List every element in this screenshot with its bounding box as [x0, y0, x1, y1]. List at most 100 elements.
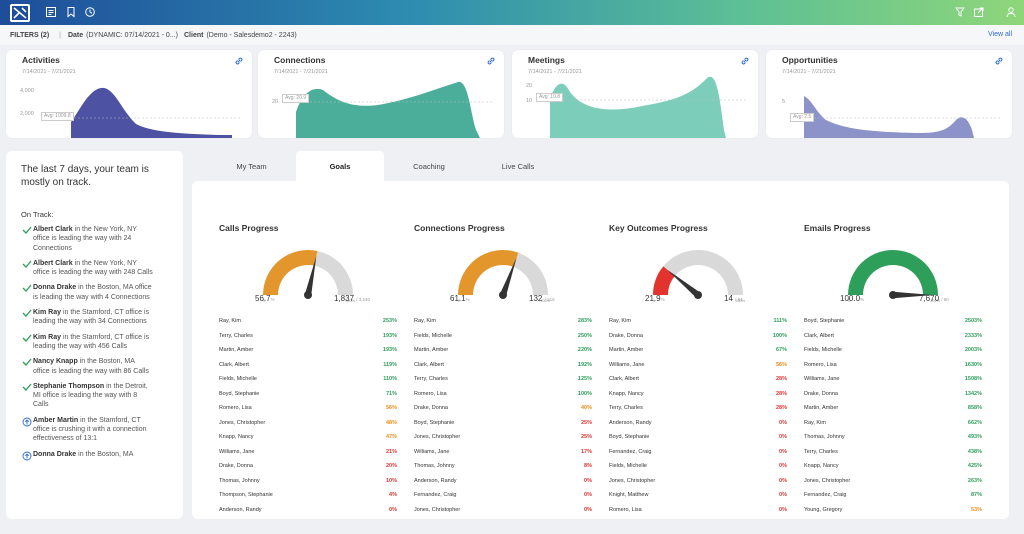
- rep-progress-row[interactable]: Williams, Jane 56%: [609, 358, 787, 373]
- rep-name[interactable]: Kim Ray: [33, 309, 62, 317]
- rep-progress-row[interactable]: Romero, Lisa 1630%: [804, 358, 982, 373]
- rep-percent: 0%: [584, 477, 592, 484]
- rep-progress-row[interactable]: Drake, Donna 40%: [414, 401, 592, 416]
- meetings-card[interactable]: Meetings 7/14/2021 - 7/21/2021 20 10 Avg…: [512, 50, 758, 138]
- rep-percent: 858%: [967, 405, 982, 412]
- filter-settings-icon[interactable]: [955, 6, 967, 18]
- rep-progress-row[interactable]: Anderson, Randy 0%: [414, 474, 592, 489]
- rep-progress-row[interactable]: Boyd, Stephanie 2503%: [804, 314, 982, 329]
- date-filter-value[interactable]: (DYNAMIC: 07/14/2021 - 0...): [86, 31, 178, 39]
- rep-progress-row[interactable]: Martin, Amber 193%: [219, 343, 397, 358]
- rep-progress-row[interactable]: Clark, Albert 192%: [414, 358, 592, 373]
- rep-progress-row[interactable]: Romero, Lisa 56%: [219, 401, 397, 416]
- rep-progress-row[interactable]: Williams, Jane 17%: [414, 445, 592, 460]
- bookmark-icon[interactable]: [65, 6, 77, 18]
- rep-progress-row[interactable]: Clark, Albert 119%: [219, 358, 397, 373]
- rep-progress-row[interactable]: Clark, Albert 28%: [609, 372, 787, 387]
- rep-name[interactable]: Donna Drake: [33, 284, 77, 292]
- rep-progress-row[interactable]: Drake, Donna 100%: [609, 329, 787, 344]
- rep-percent: 111%: [773, 318, 787, 325]
- rep-progress-row[interactable]: Young, Gregory 53%: [804, 503, 982, 518]
- rep-progress-row[interactable]: Fields, Michelle 110%: [219, 372, 397, 387]
- opportunities-card[interactable]: Opportunities 7/14/2021 - 7/21/2021 5 Av…: [766, 50, 1012, 138]
- rep-progress-row[interactable]: Anderson, Randy 0%: [219, 503, 397, 518]
- rep-progress-row[interactable]: Williams, Jane 1508%: [804, 372, 982, 387]
- rep-progress-row[interactable]: Fernandez, Craig 87%: [804, 488, 982, 503]
- rep-name[interactable]: Kim Ray: [33, 333, 62, 341]
- rep-progress-row[interactable]: Knapp, Nancy 425%: [804, 459, 982, 474]
- rep-progress-row[interactable]: Ray, Kim 253%: [219, 314, 397, 329]
- rep-progress-row[interactable]: Jones, Christopher 0%: [609, 474, 787, 489]
- rep-progress-row[interactable]: Knight, Matthew 0%: [609, 488, 787, 503]
- rep-progress-row[interactable]: Fields, Michelle 250%: [414, 329, 592, 344]
- view-all-link[interactable]: View all: [988, 31, 1012, 38]
- rep-progress-row[interactable]: Knapp, Nancy 28%: [609, 387, 787, 402]
- rep-progress-row[interactable]: Thompson, Stephanie 4%: [219, 488, 397, 503]
- rep-progress-row[interactable]: Martin, Amber 220%: [414, 343, 592, 358]
- rep-progress-row[interactable]: Thomas, Johnny 10%: [219, 474, 397, 489]
- rep-name[interactable]: Donna Drake: [33, 450, 77, 458]
- rep-progress-row[interactable]: Jones, Christopher 48%: [219, 416, 397, 431]
- rep-progress-row[interactable]: Jones, Christopher 0%: [414, 503, 592, 518]
- rep-progress-row[interactable]: Ray, Kim 283%: [414, 314, 592, 329]
- rep-progress-row[interactable]: Boyd, Stephanie 25%: [414, 416, 592, 431]
- gauge-max-label: 100%: [930, 298, 941, 303]
- tab-live-calls[interactable]: Live Calls: [501, 161, 535, 171]
- tab-my-team[interactable]: My Team: [236, 161, 267, 171]
- rep-progress-row[interactable]: Martin, Amber 858%: [804, 401, 982, 416]
- link-icon[interactable]: [994, 56, 1004, 66]
- rep-name[interactable]: Albert Clark: [33, 259, 73, 267]
- history-icon[interactable]: [84, 6, 96, 18]
- rep-progress-row[interactable]: Terry, Charles 193%: [219, 329, 397, 344]
- rep-progress-row[interactable]: Jones, Christopher 263%: [804, 474, 982, 489]
- rep-progress-row[interactable]: Ray, Kim 111%: [609, 314, 787, 329]
- rep-progress-row[interactable]: Romero, Lisa 0%: [609, 503, 787, 518]
- rep-name[interactable]: Albert Clark: [33, 226, 73, 233]
- rep-progress-row[interactable]: Ray, Kim 662%: [804, 416, 982, 431]
- rep-progress-row[interactable]: Knapp, Nancy 47%: [219, 430, 397, 445]
- user-icon[interactable]: [1005, 6, 1017, 18]
- rep-name[interactable]: Amber Martin: [33, 416, 79, 424]
- rep-progress-row[interactable]: Anderson, Randy 0%: [609, 416, 787, 431]
- rep-progress-row[interactable]: Fernandez, Craig 0%: [414, 488, 592, 503]
- rep-progress-row[interactable]: Thomas, Johnny 493%: [804, 430, 982, 445]
- rep-progress-row[interactable]: Fernandez, Craig 0%: [609, 445, 787, 460]
- rep-progress-row[interactable]: Fields, Michelle 0%: [609, 459, 787, 474]
- app-logo[interactable]: [10, 4, 30, 22]
- insight-text: Albert Clark in the New York, NY office …: [33, 225, 153, 253]
- rep-progress-row[interactable]: Terry, Charles 125%: [414, 372, 592, 387]
- gauge-target-value: / 216: [544, 297, 555, 302]
- rep-name: Thompson, Stephanie: [219, 492, 273, 499]
- link-icon[interactable]: [486, 56, 496, 66]
- client-filter-label[interactable]: Client: [184, 31, 204, 39]
- rep-progress-row[interactable]: Terry, Charles 28%: [609, 401, 787, 416]
- share-icon[interactable]: [973, 6, 985, 18]
- gauge-remaining-arc: [314, 250, 353, 295]
- rep-progress-row[interactable]: Martin, Amber 67%: [609, 343, 787, 358]
- rep-progress-row[interactable]: Romero, Lisa 100%: [414, 387, 592, 402]
- rep-progress-row[interactable]: Jones, Christopher 25%: [414, 430, 592, 445]
- tab-goals[interactable]: Goals: [296, 151, 384, 181]
- filter-count[interactable]: FILTERS (2): [10, 31, 50, 39]
- rep-progress-row[interactable]: Drake, Donna 20%: [219, 459, 397, 474]
- link-icon[interactable]: [740, 56, 750, 66]
- rep-progress-row[interactable]: Fields, Michelle 2003%: [804, 343, 982, 358]
- date-filter-label[interactable]: Date: [67, 31, 84, 39]
- rep-progress-row[interactable]: Terry, Charles 438%: [804, 445, 982, 460]
- rep-name: Clark, Albert: [609, 376, 639, 383]
- rep-progress-row[interactable]: Thomas, Johnny 8%: [414, 459, 592, 474]
- check-icon: [22, 260, 32, 268]
- rep-progress-row[interactable]: Boyd, Stephanie 0%: [609, 430, 787, 445]
- link-icon[interactable]: [234, 56, 244, 66]
- rep-progress-row[interactable]: Drake, Donna 1342%: [804, 387, 982, 402]
- rep-name[interactable]: Nancy Knapp: [33, 358, 78, 366]
- client-filter-value[interactable]: (Demo - Salesdemo2 - 2243): [206, 31, 297, 39]
- tab-coaching[interactable]: Coaching: [413, 161, 445, 171]
- rep-name[interactable]: Stephanie Thompson: [33, 382, 105, 390]
- list-icon[interactable]: [45, 6, 57, 18]
- rep-progress-row[interactable]: Williams, Jane 21%: [219, 445, 397, 460]
- rep-progress-row[interactable]: Boyd, Stephanie 71%: [219, 387, 397, 402]
- connections-card[interactable]: Connections 7/14/2021 - 7/21/2021 20 Avg…: [258, 50, 504, 138]
- rep-progress-row[interactable]: Clark, Albert 2333%: [804, 329, 982, 344]
- activities-card[interactable]: Activities 7/14/2021 - 7/21/2021 4,000 2…: [6, 50, 252, 138]
